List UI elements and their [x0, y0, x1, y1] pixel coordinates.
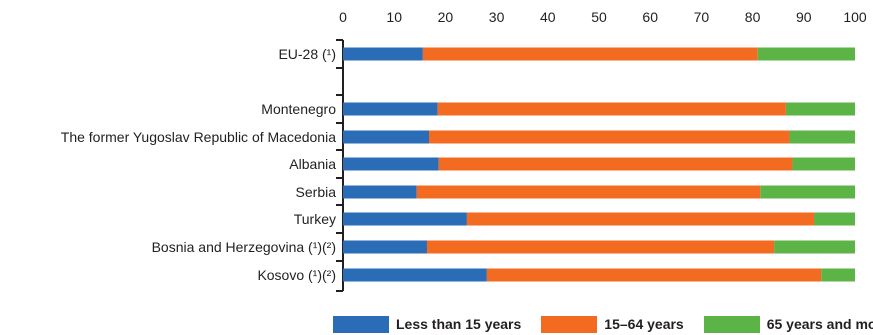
bar-segment — [774, 240, 855, 254]
legend-item-15-64: 15–64 years — [541, 315, 684, 333]
bar-segment — [343, 157, 439, 171]
bar-segment — [343, 268, 487, 282]
legend-label-15-64: 15–64 years — [604, 316, 684, 332]
x-tick-label: 40 — [540, 9, 556, 25]
legend-item-65-plus: 65 years and more — [703, 315, 873, 333]
bar-segment — [789, 130, 855, 144]
x-tick-label: 80 — [745, 9, 761, 25]
bar-segment — [760, 185, 855, 199]
x-axis-ticks: 0 10 20 30 40 50 60 70 80 90 100 — [339, 9, 867, 25]
legend-label-65-plus: 65 years and more — [766, 316, 873, 332]
bar-segment — [343, 185, 417, 199]
category-label: The former Yugoslav Republic of Macedoni… — [61, 129, 336, 145]
bar-segment — [466, 212, 815, 226]
y-axis — [336, 39, 344, 292]
bar-segment — [429, 130, 790, 144]
bar-segment — [343, 240, 427, 254]
category-label: Montenegro — [261, 101, 336, 117]
category-label: Turkey — [294, 211, 336, 227]
bar-segment — [343, 130, 430, 144]
x-tick-label: 100 — [843, 9, 867, 25]
x-tick-label: 10 — [386, 9, 402, 25]
category-labels: EU-28 (¹) Montenegro The former Yugoslav R… — [61, 46, 336, 283]
legend-swatch-65-plus — [703, 315, 760, 333]
legend-item-under-15: Less than 15 years — [333, 315, 522, 333]
legend-label-under-15: Less than 15 years — [396, 316, 522, 332]
bar-segment — [343, 102, 438, 116]
category-label: Serbia — [296, 184, 337, 200]
legend: Less than 15 years 15–64 years 65 years … — [333, 314, 873, 334]
bar-segment — [343, 212, 467, 226]
bar-segment — [785, 102, 855, 116]
bar-segment — [438, 157, 793, 171]
x-tick-label: 90 — [796, 9, 812, 25]
category-label: Bosnia and Herzegovina (¹)(²) — [152, 239, 336, 255]
category-label: Albania — [289, 156, 336, 172]
bar-segment — [343, 47, 423, 61]
bar-segment — [792, 157, 855, 171]
x-tick-label: 70 — [694, 9, 710, 25]
x-tick-label: 60 — [642, 9, 658, 25]
x-tick-label: 50 — [591, 9, 607, 25]
category-label: EU-28 (¹) — [278, 46, 336, 62]
bar-segment — [821, 268, 855, 282]
bar-segment — [757, 47, 855, 61]
x-tick-label: 20 — [438, 9, 454, 25]
bar-segment — [437, 102, 786, 116]
bar-segment — [422, 47, 758, 61]
legend-swatch-15-64 — [541, 315, 598, 333]
category-label: Kosovo (¹)(²) — [257, 267, 336, 283]
bar-segment — [416, 185, 761, 199]
x-tick-label: 30 — [489, 9, 505, 25]
bar-segment — [426, 240, 775, 254]
bar-segment — [486, 268, 822, 282]
x-tick-label: 0 — [339, 9, 347, 25]
bar-segment — [814, 212, 855, 226]
bar-segments — [343, 47, 855, 282]
legend-swatch-under-15 — [333, 315, 389, 333]
